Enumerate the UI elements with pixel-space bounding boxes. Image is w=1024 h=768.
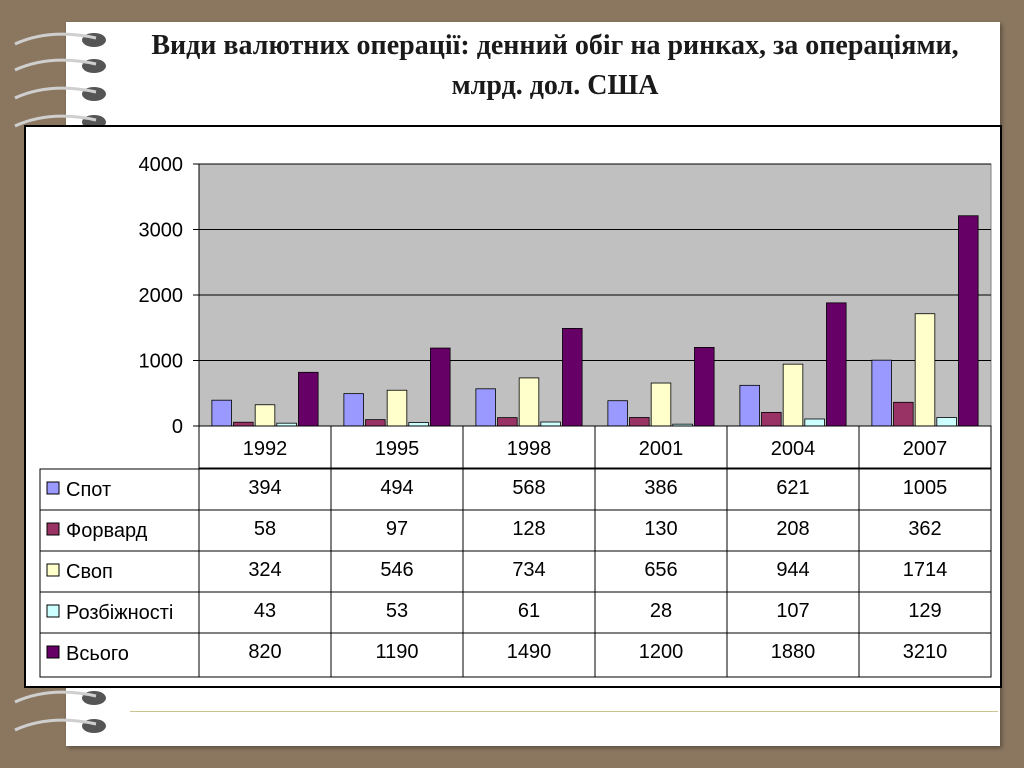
bar <box>233 421 254 427</box>
y-tick-label: 2000 <box>139 285 184 307</box>
x-tick-label: 2001 <box>639 438 684 460</box>
legend-swatch <box>46 522 60 536</box>
binder-ring-icon <box>14 58 106 73</box>
bar <box>739 384 760 427</box>
bar <box>826 302 847 427</box>
data-label: 107 <box>776 600 809 622</box>
data-label: 43 <box>254 600 276 622</box>
bar <box>343 393 364 427</box>
bar <box>518 377 540 427</box>
legend-swatch <box>46 481 60 495</box>
x-tick-label: 2004 <box>771 438 816 460</box>
bar <box>761 411 782 427</box>
bar <box>694 346 715 427</box>
bar <box>782 363 804 427</box>
legend-label: Всього <box>66 643 129 665</box>
bar <box>804 418 825 427</box>
bar <box>958 215 979 427</box>
legend-swatch <box>46 645 60 659</box>
bar <box>430 347 451 427</box>
bar <box>254 404 276 427</box>
data-label: 1005 <box>903 477 948 499</box>
legend-swatch <box>46 563 60 577</box>
data-label: 568 <box>512 477 545 499</box>
bar <box>629 417 650 427</box>
x-tick-label: 1998 <box>507 438 552 460</box>
binder-ring-icon <box>14 86 106 101</box>
bar <box>914 313 936 427</box>
binder-ring-icon <box>14 718 106 733</box>
bar <box>893 401 914 427</box>
footer-divider <box>130 711 998 712</box>
y-tick-label: 1000 <box>139 351 184 373</box>
data-label: 129 <box>908 600 941 622</box>
legend-label: Розбіжності <box>66 602 173 624</box>
y-tick-label: 0 <box>172 416 183 438</box>
bar <box>562 328 583 427</box>
bar <box>365 419 386 427</box>
data-label: 1714 <box>903 559 948 581</box>
y-tick-label: 3000 <box>139 220 184 242</box>
data-label: 1190 <box>375 641 418 663</box>
data-label: 1200 <box>639 641 684 663</box>
data-label: 28 <box>650 600 672 622</box>
bar <box>475 388 496 427</box>
data-label: 362 <box>908 518 941 540</box>
data-label: 656 <box>644 559 677 581</box>
bar <box>540 421 561 427</box>
legend-label: Своп <box>66 561 113 583</box>
data-label: 546 <box>380 559 413 581</box>
data-label: 494 <box>380 477 413 499</box>
data-label: 386 <box>644 477 677 499</box>
data-label: 1880 <box>771 641 816 663</box>
legend-label: Форвард <box>66 520 148 542</box>
data-label: 820 <box>248 641 281 663</box>
bar <box>298 371 319 427</box>
data-label: 130 <box>644 518 677 540</box>
data-label: 944 <box>776 559 809 581</box>
data-label: 394 <box>248 477 281 499</box>
data-label: 1490 <box>507 641 552 663</box>
x-tick-label: 1992 <box>243 438 288 460</box>
data-label: 734 <box>512 559 545 581</box>
binder-ring-icon <box>14 690 106 705</box>
data-label: 3210 <box>903 641 948 663</box>
y-tick-label: 4000 <box>139 154 184 176</box>
data-label: 61 <box>518 600 540 622</box>
x-tick-label: 2007 <box>903 438 948 460</box>
data-label: 128 <box>512 518 545 540</box>
legend-swatch <box>46 604 60 618</box>
bar <box>211 399 232 427</box>
data-label: 53 <box>386 600 408 622</box>
data-label: 324 <box>248 559 281 581</box>
binder-ring-icon <box>14 32 106 47</box>
data-label: 58 <box>254 518 276 540</box>
slide-title: Види валютних операції: денний обіг на р… <box>151 30 959 101</box>
bar <box>607 400 628 427</box>
bar <box>386 389 408 427</box>
data-label: 621 <box>776 477 809 499</box>
bar <box>650 382 672 427</box>
bar <box>871 359 892 427</box>
bar <box>497 417 518 427</box>
x-tick-label: 1995 <box>375 438 420 460</box>
data-label: 208 <box>776 518 809 540</box>
data-label: 97 <box>386 518 408 540</box>
legend-label: Спот <box>66 479 111 501</box>
bar <box>936 417 957 427</box>
bar <box>408 422 429 427</box>
